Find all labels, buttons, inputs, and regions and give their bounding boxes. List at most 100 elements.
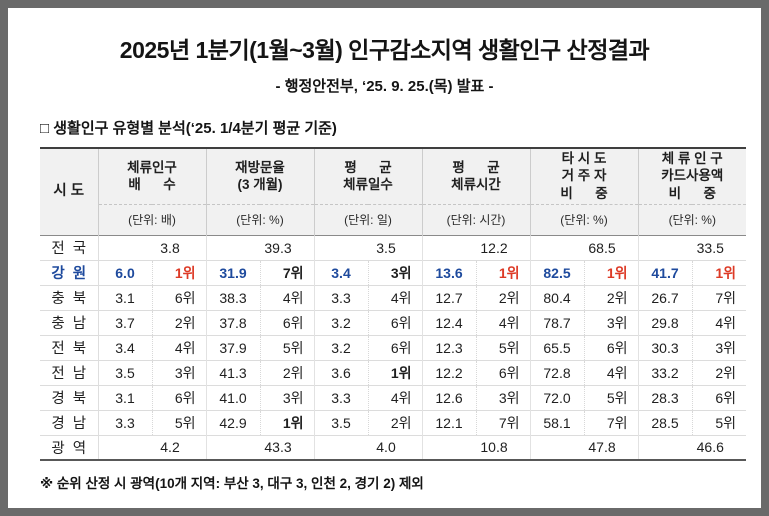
value-cell: 3.3 <box>313 384 368 410</box>
column-header-line: 비 중 <box>560 186 608 202</box>
value-cell: 3.3 <box>97 409 152 435</box>
value-cell: 29.8 <box>637 309 693 335</box>
value-cell: 3.1 <box>97 384 152 410</box>
value-cell: 3.8 <box>97 235 206 260</box>
rank-cell: 6위 <box>691 384 747 410</box>
value-cell: 68.5 <box>529 235 639 260</box>
region-cell: 광 역 <box>40 434 99 460</box>
column-header-line: 카드사용액 <box>661 168 724 184</box>
region-cell: 전 남 <box>40 359 99 385</box>
rank-cell: 3위 <box>475 384 530 410</box>
column-header-line: 체 류 인 구 <box>661 150 723 166</box>
rank-cell: 2위 <box>583 284 639 310</box>
rank-cell: 2위 <box>475 284 530 310</box>
column-unit-2: (단위: 일) <box>313 203 422 235</box>
column-header-line: 비 중 <box>668 186 716 202</box>
region-cell: 경 남 <box>40 409 99 435</box>
column-header-line: 평 균 <box>452 159 500 175</box>
value-cell: 39.3 <box>205 235 314 260</box>
rank-cell: 7위 <box>475 409 530 435</box>
value-cell: 12.7 <box>421 284 476 310</box>
value-cell: 12.6 <box>421 384 476 410</box>
rank-cell: 6위 <box>367 334 422 360</box>
value-cell: 72.8 <box>529 359 584 385</box>
rank-cell: 6위 <box>151 284 206 310</box>
footnote: ※ 순위 산정 시 광역(10개 지역: 부산 3, 대구 3, 인천 2, 경… <box>40 476 424 491</box>
rank-cell: 5위 <box>475 334 530 360</box>
rank-cell: 5위 <box>583 384 639 410</box>
column-header-line: 배 수 <box>128 177 176 193</box>
value-cell: 41.3 <box>205 359 260 385</box>
table-row: 전 북 3.4 4위 37.9 5위 3.2 6위 12.3 5위 65.5 6위 30.3 3위 <box>40 334 747 360</box>
rank-cell: 7위 <box>259 259 314 285</box>
value-cell: 3.5 <box>97 359 152 385</box>
value-cell: 37.8 <box>205 309 260 335</box>
rank-cell: 3위 <box>691 334 747 360</box>
value-cell: 12.4 <box>421 309 476 335</box>
table-row: 전 남 3.5 3위 41.3 2위 3.6 1위 12.2 6위 72.8 4위 33.2 2위 <box>40 359 747 385</box>
value-cell: 3.3 <box>313 284 368 310</box>
value-cell: 58.1 <box>529 409 584 435</box>
rank-cell: 4위 <box>151 334 206 360</box>
value-cell: 65.5 <box>529 334 584 360</box>
value-cell: 31.9 <box>205 259 260 285</box>
rank-cell: 6위 <box>367 309 422 335</box>
value-cell: 3.2 <box>313 334 368 360</box>
rank-cell: 5위 <box>151 409 206 435</box>
table-row: 경 남 3.3 5위 42.9 1위 3.5 2위 12.1 7위 58.1 7위 28.5 5위 <box>40 409 747 435</box>
value-cell: 12.1 <box>421 409 476 435</box>
value-cell: 41.7 <box>637 259 693 285</box>
column-header-line: 거 주 자 <box>561 168 607 184</box>
value-cell: 33.2 <box>637 359 693 385</box>
column-unit-1: (단위: %) <box>205 203 314 235</box>
value-cell: 3.1 <box>97 284 152 310</box>
value-cell: 30.3 <box>637 334 693 360</box>
value-cell: 43.3 <box>205 434 314 460</box>
region-cell: 전 북 <box>40 334 99 360</box>
value-cell: 3.7 <box>97 309 152 335</box>
value-cell: 42.9 <box>205 409 260 435</box>
rank-cell: 2위 <box>691 359 747 385</box>
column-header-line: 체류시간 <box>451 177 501 193</box>
value-cell: 13.6 <box>421 259 476 285</box>
column-unit-3: (단위: 시간) <box>421 203 530 235</box>
region-cell: 경 북 <box>40 384 99 410</box>
rank-cell: 2위 <box>151 309 206 335</box>
rank-cell: 7위 <box>691 284 747 310</box>
rank-cell: 4위 <box>367 284 422 310</box>
rank-cell: 3위 <box>583 309 639 335</box>
value-cell: 33.5 <box>637 235 747 260</box>
rank-cell: 3위 <box>367 259 422 285</box>
value-cell: 82.5 <box>529 259 584 285</box>
rank-cell: 6위 <box>475 359 530 385</box>
value-cell: 4.0 <box>313 434 422 460</box>
rank-cell: 1위 <box>151 259 206 285</box>
value-cell: 46.6 <box>637 434 747 460</box>
rank-cell: 4위 <box>475 309 530 335</box>
value-cell: 38.3 <box>205 284 260 310</box>
value-cell: 26.7 <box>637 284 693 310</box>
column-header-line: 평 균 <box>344 159 392 175</box>
value-cell: 3.4 <box>97 334 152 360</box>
table-row: 충 남 3.7 2위 37.8 6위 3.2 6위 12.4 4위 78.7 3위 29.8 4위 <box>40 309 747 335</box>
rank-cell: 7위 <box>583 409 639 435</box>
value-cell: 3.6 <box>313 359 368 385</box>
rank-cell: 5위 <box>259 334 314 360</box>
column-header-line: 타 시 도 <box>561 150 607 166</box>
rank-cell: 6위 <box>151 384 206 410</box>
column-header-line: 체류일수 <box>343 177 393 193</box>
rank-cell: 1위 <box>259 409 314 435</box>
region-cell: 충 북 <box>40 284 99 310</box>
value-cell: 41.0 <box>205 384 260 410</box>
column-unit-0: (단위: 배) <box>97 203 206 235</box>
value-cell: 80.4 <box>529 284 584 310</box>
value-cell: 47.8 <box>529 434 639 460</box>
page-title: 2025년 1분기(1월~3월) 인구감소지역 생활인구 산정결과 <box>119 37 650 63</box>
table-row: 강 원 6.0 1위 31.9 7위 3.4 3위 13.6 1위 82.5 1위 41.7 1위 <box>40 259 747 285</box>
rank-cell: 3위 <box>259 384 314 410</box>
